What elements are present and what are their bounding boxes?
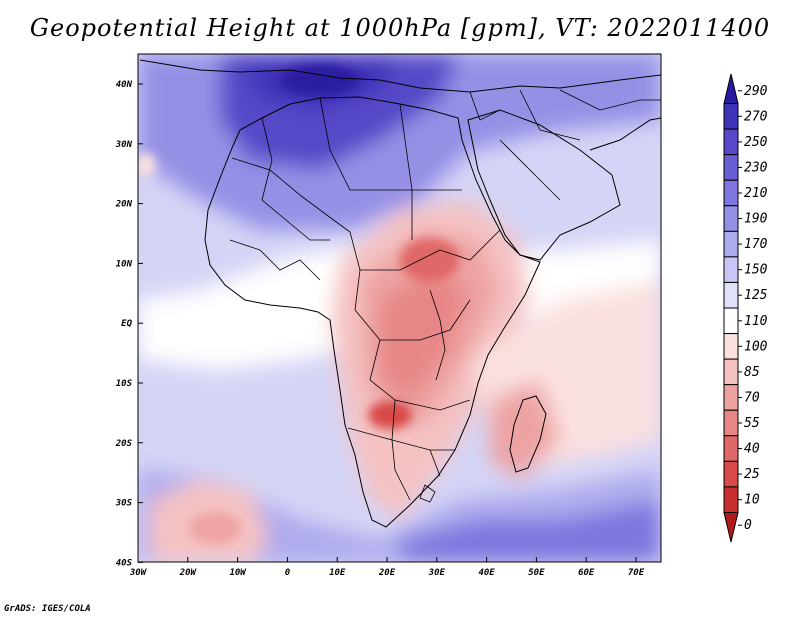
colorbar-label: 250	[744, 135, 768, 150]
colorbar-swatch	[723, 460, 739, 488]
colorbar-label: 10	[744, 493, 760, 508]
colorbar-label: 125	[744, 288, 768, 303]
colorbar-swatch	[723, 103, 739, 130]
colorbar-label: 40	[744, 442, 760, 457]
colorbar-label: 25	[744, 467, 760, 482]
colorbar-label: 110	[744, 314, 768, 329]
lon-tick-label: 0	[285, 568, 291, 578]
grads-credit: GrADS: IGES/COLA	[4, 604, 91, 614]
colorbar-swatch	[723, 230, 739, 258]
colorbar-label: 85	[744, 365, 760, 380]
colorbar-label: 170	[744, 237, 768, 252]
colorbar-label: 190	[744, 212, 768, 227]
colorbar-swatch	[723, 435, 739, 462]
map-title: Geopotential Height at 1000hPa [gpm], VT…	[29, 14, 771, 42]
colorbar-label: 0	[744, 518, 752, 533]
asia-coastline	[589, 117, 661, 151]
colorbar-label: 150	[744, 263, 768, 278]
lon-tick-label: 30W	[129, 568, 148, 578]
colorbar-swatch	[723, 358, 739, 386]
lat-tick-label: EQ	[121, 319, 132, 329]
lat-tick-label: 10S	[116, 379, 133, 389]
lon-tick-label: 20E	[378, 568, 396, 578]
colorbar-label: 230	[744, 160, 768, 175]
longitude-axis: 30W 20W 10W 0 10E 20E 30E 40E 50E 60E 70E	[129, 557, 645, 578]
colorbar: 2902702502302101901701501251101008570554…	[723, 73, 768, 543]
lat-tick-label: 20S	[115, 439, 133, 449]
map-frame	[137, 53, 662, 563]
lon-tick-label: 60E	[578, 568, 595, 578]
colorbar-label: 55	[744, 416, 760, 431]
lon-tick-label: 10E	[329, 568, 346, 578]
colorbar-swatch	[723, 511, 739, 543]
colorbar-swatch	[723, 384, 739, 411]
lat-tick-label: 30N	[115, 140, 133, 150]
colorbar-swatch	[723, 333, 739, 360]
lon-tick-label: 30E	[428, 568, 446, 578]
lat-tick-label: 40S	[116, 558, 133, 568]
colorbar-swatch	[723, 486, 739, 513]
lon-tick-label: 40E	[478, 568, 495, 578]
lon-tick-label: 20W	[179, 568, 198, 578]
colorbar-label: 70	[744, 390, 760, 405]
colorbar-swatch	[723, 409, 739, 437]
colorbar-label: 210	[744, 186, 768, 201]
colorbar-swatch	[723, 73, 739, 105]
colorbar-swatch	[723, 154, 739, 181]
lat-tick-label: 10N	[116, 259, 133, 269]
colorbar-swatch	[723, 205, 739, 232]
arabia-coastline	[467, 109, 621, 261]
colorbar-label: 270	[744, 109, 768, 124]
latitude-axis: 40N 30N 20N 10N EQ 10S 20S 30S 40S	[115, 80, 143, 568]
country-borders	[229, 89, 661, 503]
lon-tick-label: 50E	[528, 568, 545, 578]
colorbar-swatch	[723, 128, 739, 156]
colorbar-swatch	[723, 307, 739, 335]
colorbar-swatch	[723, 281, 739, 309]
lat-tick-label: 30S	[115, 499, 133, 509]
geopotential-field	[138, 54, 661, 562]
madagascar-coastline	[509, 395, 547, 473]
colorbar-label: 100	[744, 339, 768, 354]
lat-tick-label: 20N	[115, 200, 133, 210]
colorbar-swatch	[723, 256, 739, 283]
europe-coastline	[139, 59, 661, 93]
lon-tick-label: 10W	[229, 568, 247, 578]
lon-tick-label: 70E	[628, 568, 645, 578]
lat-tick-label: 40N	[116, 80, 133, 90]
colorbar-label: 290	[744, 84, 768, 99]
colorbar-swatch	[723, 179, 739, 207]
